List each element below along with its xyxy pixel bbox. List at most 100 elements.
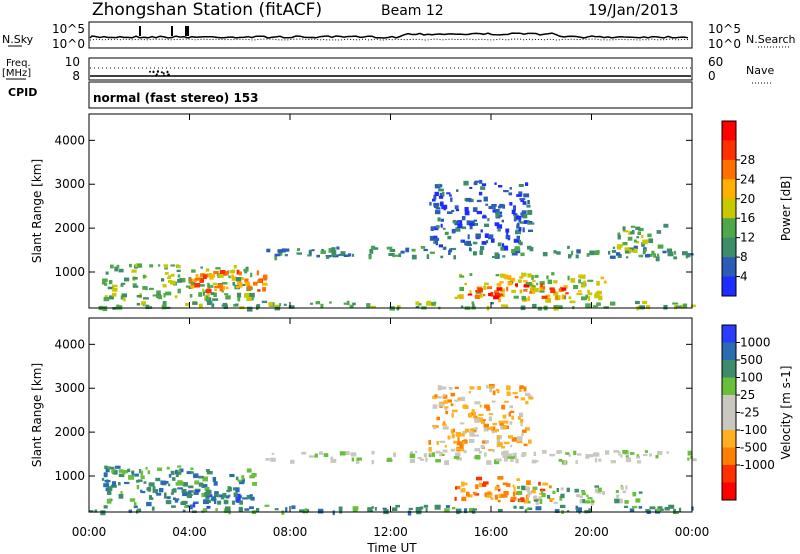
velocity-cell bbox=[515, 458, 519, 464]
velocity-cell bbox=[249, 494, 253, 497]
power-cell bbox=[545, 294, 551, 298]
velocity-cell bbox=[488, 385, 494, 389]
velocity-cell bbox=[655, 455, 659, 459]
velocity-cell bbox=[586, 494, 589, 497]
velocity-cell bbox=[496, 442, 503, 447]
power-cell bbox=[149, 264, 154, 268]
power-cell bbox=[331, 247, 336, 252]
power-ytick-label: 1000 bbox=[54, 265, 85, 279]
velocity-cell bbox=[145, 466, 148, 470]
power-cell bbox=[476, 210, 482, 215]
velocity-cell bbox=[460, 396, 465, 402]
power-cell bbox=[478, 288, 483, 293]
power-cell bbox=[487, 218, 490, 222]
velocity-cell bbox=[554, 509, 560, 513]
power-cell bbox=[523, 289, 528, 292]
velocity-cell bbox=[590, 501, 594, 506]
velocity-cell bbox=[469, 507, 475, 513]
velocity-cell bbox=[202, 508, 208, 513]
power-cell bbox=[503, 274, 508, 279]
power-cell bbox=[121, 293, 127, 298]
power-cell bbox=[392, 252, 395, 258]
power-cell bbox=[483, 285, 487, 290]
velocity-cell bbox=[214, 491, 219, 496]
power-cell bbox=[433, 202, 440, 207]
velocity-cell bbox=[173, 497, 176, 500]
power-cell bbox=[152, 294, 158, 297]
velocity-cell bbox=[452, 428, 455, 433]
velocity-cell bbox=[186, 471, 192, 475]
power-cell bbox=[456, 189, 459, 192]
velocity-cell bbox=[512, 392, 518, 395]
power-cell bbox=[438, 183, 441, 187]
power-cell bbox=[435, 210, 441, 215]
power-cell bbox=[162, 301, 165, 305]
velocity-cell bbox=[175, 473, 179, 477]
velocity-cell bbox=[622, 449, 628, 454]
power-cell bbox=[207, 282, 210, 288]
velocity-cell bbox=[513, 505, 517, 509]
power-cell bbox=[244, 278, 249, 283]
velocity-cell bbox=[171, 489, 174, 494]
power-cell bbox=[398, 253, 402, 258]
power-cell bbox=[577, 290, 582, 293]
power-cell bbox=[307, 254, 312, 257]
power-cell bbox=[457, 223, 463, 228]
velocity-cell bbox=[500, 494, 506, 498]
velocity-cell bbox=[106, 490, 112, 495]
velocity-colorbar-segment bbox=[722, 465, 736, 483]
power-cell bbox=[616, 245, 622, 250]
velocity-cell bbox=[462, 439, 468, 444]
velocity-cell bbox=[560, 493, 565, 499]
velocity-cell bbox=[165, 500, 172, 505]
velocity-cell bbox=[103, 483, 110, 488]
velocity-cell bbox=[668, 504, 675, 509]
velocity-cell bbox=[94, 509, 98, 513]
velocity-cell bbox=[143, 481, 147, 484]
power-cell bbox=[682, 303, 688, 308]
power-cell bbox=[103, 296, 110, 302]
power-cell bbox=[221, 304, 227, 307]
power-cell bbox=[641, 234, 644, 239]
power-cell bbox=[507, 281, 513, 286]
velocity-cell bbox=[461, 482, 468, 486]
power-cell bbox=[528, 229, 533, 232]
power-cell bbox=[459, 286, 464, 292]
cpid-text: normal (fast stereo) 153 bbox=[93, 91, 259, 105]
velocity-cell bbox=[101, 477, 105, 481]
velocity-cell bbox=[304, 508, 307, 513]
velocity-cell bbox=[444, 406, 448, 411]
velocity-cell bbox=[476, 476, 482, 481]
power-cell bbox=[499, 281, 504, 284]
power-cell bbox=[430, 302, 436, 306]
power-cell bbox=[675, 305, 682, 309]
power-cell bbox=[531, 275, 534, 280]
velocity-cell bbox=[510, 410, 515, 413]
power-cell bbox=[157, 264, 161, 267]
velocity-cell bbox=[477, 417, 483, 423]
power-cell bbox=[469, 224, 473, 230]
cpid-label: CPID bbox=[8, 86, 37, 99]
velocity-cell bbox=[471, 428, 474, 433]
power-cell bbox=[500, 246, 505, 251]
power-cell bbox=[496, 283, 502, 287]
velocity-cell bbox=[428, 447, 432, 452]
power-cell bbox=[457, 220, 463, 225]
velocity-cell bbox=[444, 460, 450, 466]
power-cell bbox=[567, 245, 570, 249]
velocity-cell bbox=[204, 487, 210, 491]
velocity-cell bbox=[428, 452, 432, 457]
velocity-cell bbox=[140, 470, 144, 476]
velocity-cell bbox=[498, 509, 503, 512]
power-cell bbox=[612, 246, 616, 249]
power-cell bbox=[499, 211, 502, 214]
power-cell bbox=[481, 183, 487, 187]
power-cell bbox=[429, 251, 435, 254]
power-cell bbox=[442, 227, 446, 230]
velocity-cell bbox=[549, 499, 553, 502]
power-cell bbox=[440, 218, 444, 222]
velocity-cell bbox=[338, 506, 343, 511]
power-cell bbox=[475, 233, 481, 239]
velocity-cell bbox=[498, 488, 501, 492]
power-cell bbox=[523, 220, 529, 224]
